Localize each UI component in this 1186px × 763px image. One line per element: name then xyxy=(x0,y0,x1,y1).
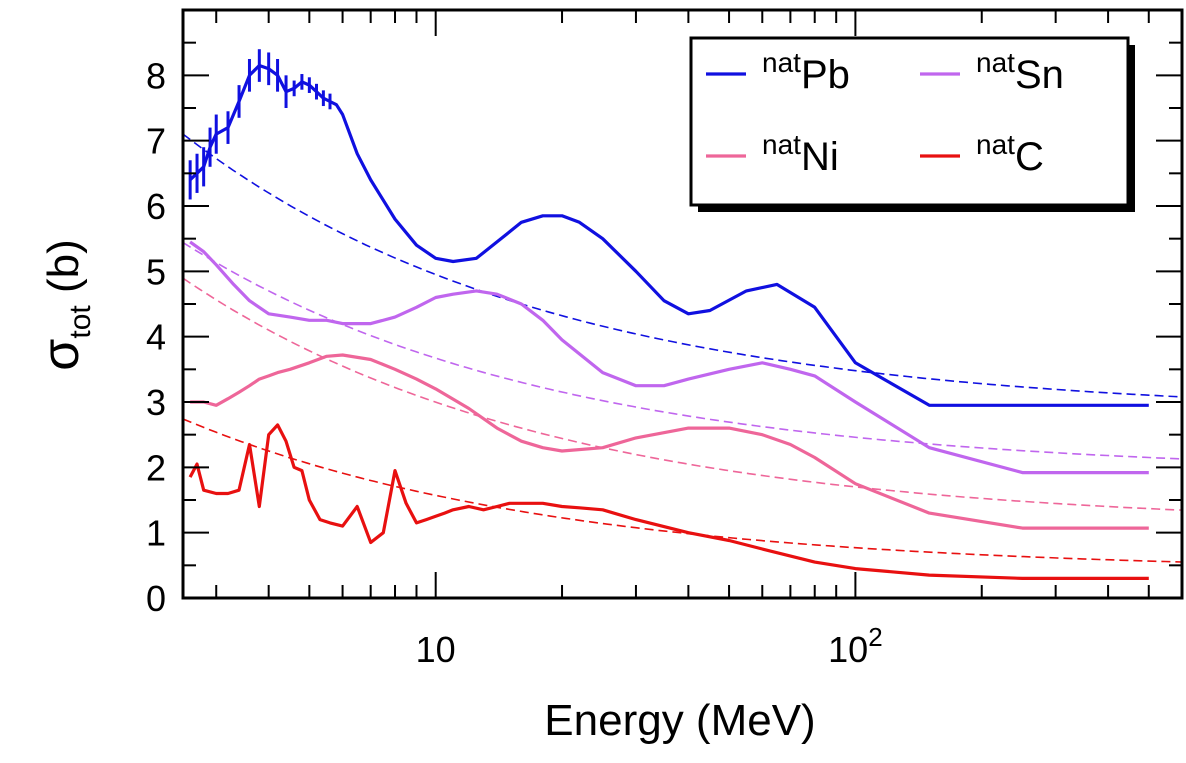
y-tick-label: 4 xyxy=(146,317,166,358)
y-tick-label: 7 xyxy=(146,121,166,162)
series-layer xyxy=(183,49,1182,581)
y-axis-title-sub: tot xyxy=(64,305,97,339)
tick-layer xyxy=(183,10,1183,599)
x-tick-label-base: 10 xyxy=(828,629,868,670)
y-axis-title-main: σ xyxy=(32,339,90,371)
x-tick-label: 10 xyxy=(416,629,456,670)
fit-curve-c xyxy=(183,418,1182,563)
fit-curve-sn xyxy=(183,241,1182,460)
data-line-ni xyxy=(190,353,1149,530)
y-axis-title: σtot (b) xyxy=(32,239,97,370)
legend-label-sup: nat xyxy=(762,47,801,78)
legend-label-name: Sn xyxy=(1015,53,1064,97)
legend-item-ni: natNi xyxy=(706,129,839,179)
data-line-c xyxy=(188,423,1149,581)
x-tick-label: 102 xyxy=(828,622,883,670)
legend-item-sn: natSn xyxy=(920,47,1064,97)
y-tick-label: 8 xyxy=(146,55,166,96)
legend-label: natPb xyxy=(762,47,850,97)
x-tick-label-exponent: 2 xyxy=(868,622,882,652)
legend-box xyxy=(689,36,1130,207)
y-tick-label: 2 xyxy=(146,447,166,488)
y-tick-label: 3 xyxy=(146,382,166,423)
legend-item-pb: natPb xyxy=(706,47,850,97)
legend-label-sup: nat xyxy=(976,129,1015,160)
y-tick-label: 5 xyxy=(146,251,166,292)
x-axis-title: Energy (MeV) xyxy=(544,696,815,745)
series-ni xyxy=(183,277,1182,530)
legend-label: natC xyxy=(976,129,1044,179)
legend-item-c: natC xyxy=(920,129,1044,179)
fit-curve-pb xyxy=(183,133,1182,398)
legend-label-sup: nat xyxy=(762,129,801,160)
legend-label-name: Ni xyxy=(801,135,839,179)
y-tick-label: 6 xyxy=(146,186,166,227)
legend-label-name: C xyxy=(1015,135,1044,179)
x-tick-label-base: 10 xyxy=(416,629,456,670)
data-line-pb xyxy=(188,63,1149,407)
y-tick-label: 0 xyxy=(146,578,166,619)
legend-label-sup: nat xyxy=(976,47,1015,78)
data-line-sn xyxy=(189,240,1149,475)
fit-curve-ni xyxy=(183,277,1182,511)
series-sn xyxy=(183,240,1182,475)
y-tick-label: 1 xyxy=(146,513,166,554)
legend-label: natSn xyxy=(976,47,1064,97)
y-axis-title-unit: (b) xyxy=(39,239,88,305)
series-c xyxy=(183,418,1182,581)
series-pb xyxy=(183,49,1182,407)
legend-label: natNi xyxy=(762,129,839,179)
legend-label-name: Pb xyxy=(801,53,850,97)
